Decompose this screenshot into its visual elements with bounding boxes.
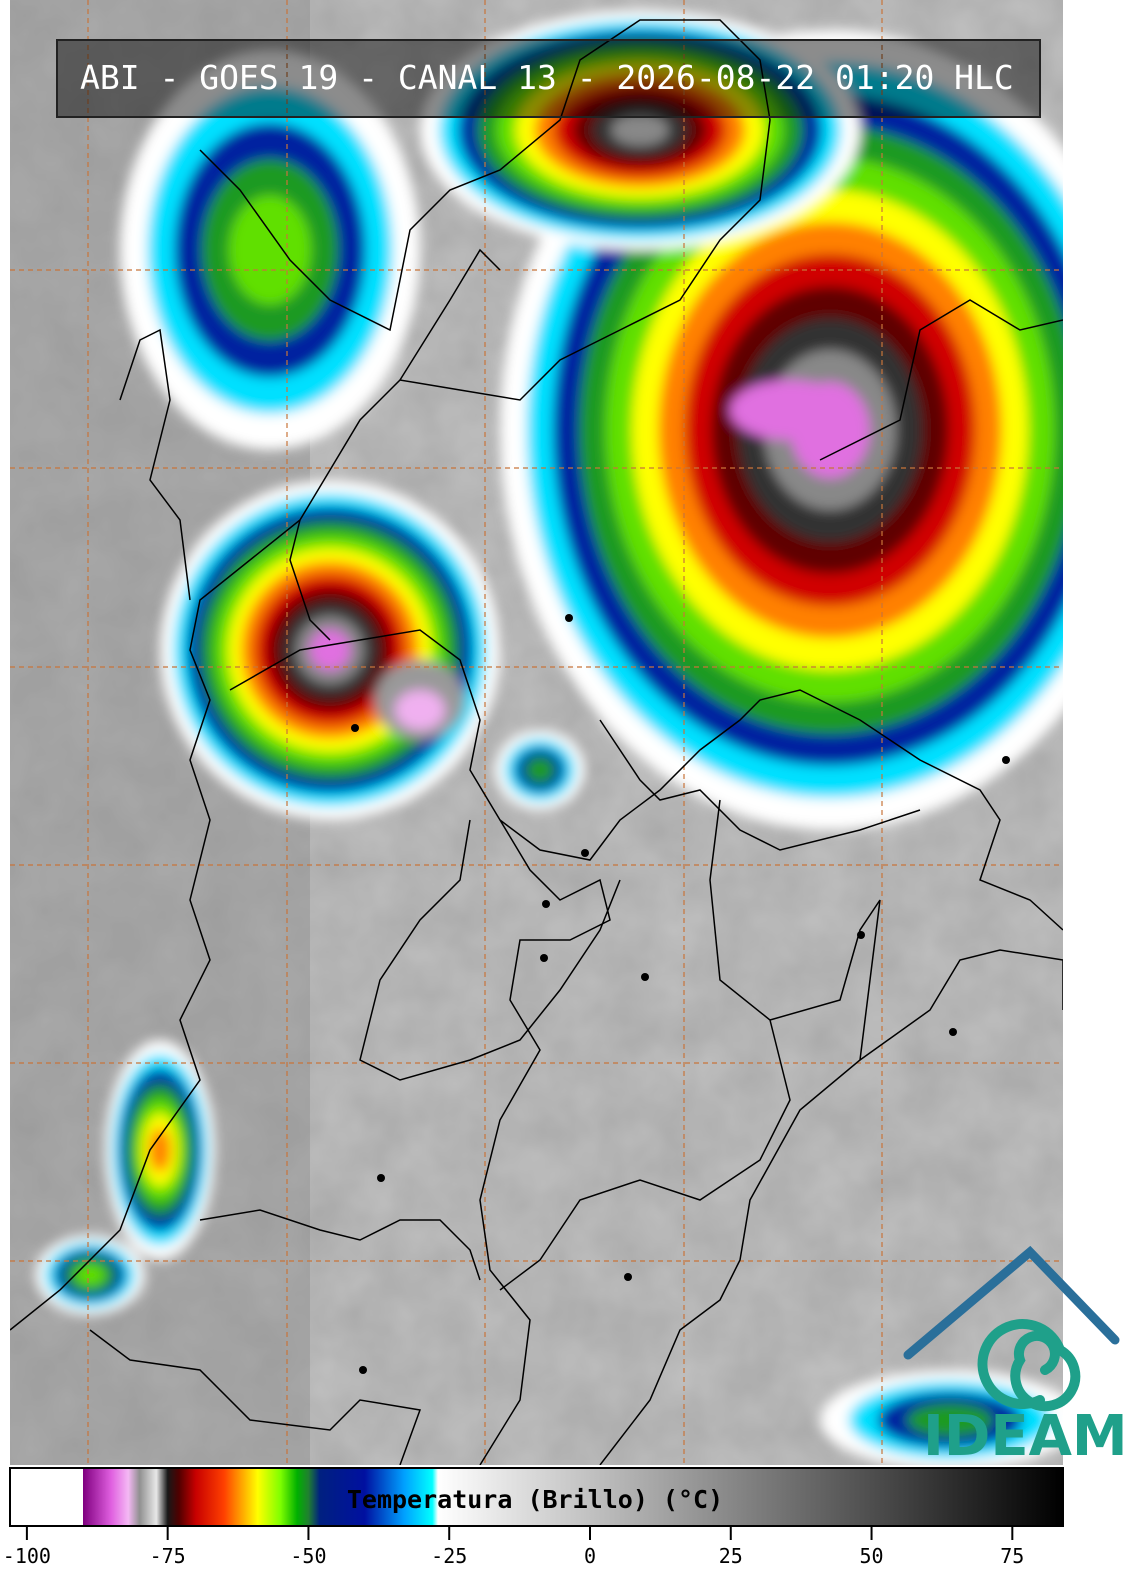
colorbar: Temperatura (Brillo) (°C) -100 -75 -50 -25 0… — [3, 1467, 1064, 1568]
tick-label: -50 — [290, 1544, 326, 1568]
tick-label: 50 — [859, 1544, 883, 1568]
logo-text: IDEAM — [923, 1404, 1126, 1469]
cloud — [730, 380, 850, 440]
title-box — [56, 39, 1041, 118]
cities — [351, 614, 1010, 1374]
tick-label: 0 — [584, 1544, 596, 1568]
borders — [10, 19, 1063, 1465]
cloud — [149, 1128, 171, 1172]
cloud — [525, 756, 555, 784]
tick-label: 75 — [1000, 1544, 1024, 1568]
tick-label: 25 — [719, 1544, 743, 1568]
tick-label: -100 — [3, 1544, 51, 1568]
cloud — [611, 114, 669, 146]
cloud — [229, 195, 311, 305]
tick-label: -25 — [431, 1544, 467, 1568]
satellite-image — [10, 0, 1063, 1465]
cloud — [395, 690, 445, 730]
grid — [10, 0, 1063, 1465]
colorbar-label: Temperatura (Brillo) (°C) — [347, 1485, 723, 1514]
cloud — [906, 1403, 994, 1437]
logo-mark — [903, 1245, 1120, 1412]
cloud — [309, 629, 351, 671]
tick-label: -75 — [150, 1544, 186, 1568]
cloud — [75, 1264, 105, 1286]
colorbar-ramp — [9, 1467, 1064, 1527]
title: ABI - GOES 19 - CANAL 13 - 2026-08-22 01… — [80, 58, 1014, 97]
